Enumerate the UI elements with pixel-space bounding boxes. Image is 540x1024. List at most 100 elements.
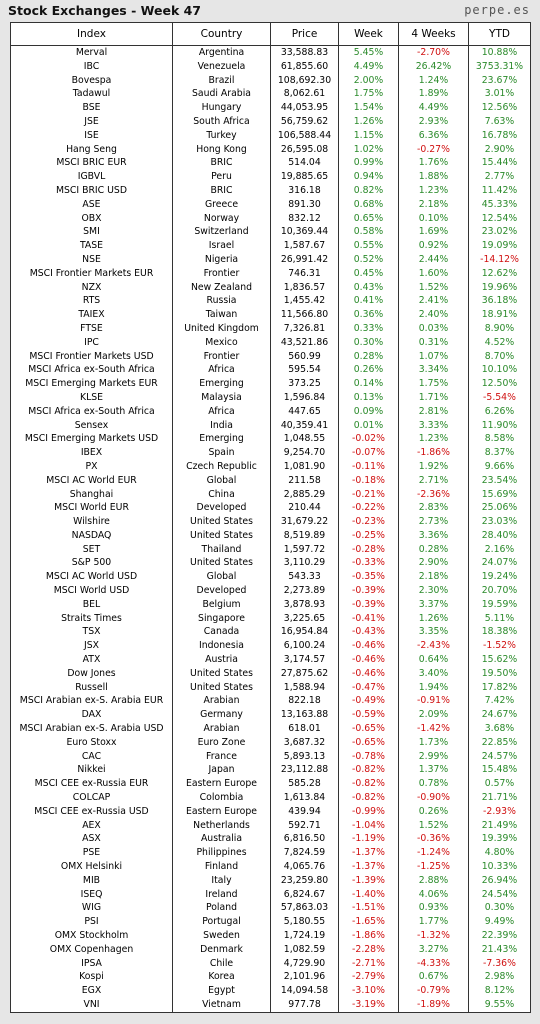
cell: Hungary [172,101,271,115]
table-row: FTSE United Kingdom 7,326.81 0.33% 0.03% 8.90… [10,321,531,336]
cell: 3.40% [398,666,469,681]
cell: 11.90% [468,418,531,433]
table-row: MIB Italy 23,259.80 -1.39% 2.88% 26.94% [10,873,531,888]
cell: 4,729.90 [270,956,339,971]
cell: 0.99% [338,156,399,171]
cell: 3,174.57 [270,653,339,667]
cell: -0.41% [338,611,399,626]
cell: MSCI BRIC USD [10,183,173,198]
cell: 0.43% [338,280,399,295]
cell: Israel [172,239,271,253]
table-row: MSCI Arabian ex-S. Arabia USD Arabian 618.… [10,722,531,736]
cell: MSCI BRIC EUR [10,156,173,171]
table-row: ASX Australia 6,816.50 -1.19% -0.36% 19.39% [10,832,531,847]
cell: Shanghai [10,487,173,502]
cell: 15.62% [468,653,531,667]
cell: WIG [10,901,173,916]
cell: 21.43% [468,942,531,957]
cell: 3.27% [398,942,469,957]
cell: Africa [172,363,271,378]
cell: MSCI AC World EUR [10,473,173,488]
cell: 2.81% [398,404,469,419]
table-row: JSX Indonesia 6,100.24 -0.46% -2.43% -1.52% [10,639,531,654]
cell: -0.79% [398,984,469,998]
cell: Sweden [172,929,271,943]
cell: MSCI CEE ex-Russia EUR [10,777,173,792]
table-row: CAC France 5,893.13 -0.78% 2.99% 24.57% [10,749,531,764]
cell: Russia [172,294,271,309]
cell: United States [172,515,271,529]
cell: -0.39% [338,584,399,598]
cell: -0.36% [398,832,469,847]
cell: 10.10% [468,363,531,378]
cell: ISEQ [10,887,173,902]
cell: 26,991.42 [270,252,339,267]
cell: -3.19% [338,997,399,1013]
cell: 1.52% [398,818,469,833]
cell: 1.60% [398,266,469,281]
column-header: Index [10,22,173,46]
cell: Indonesia [172,639,271,654]
cell: Korea [172,970,271,985]
cell: 10,369.44 [270,225,339,240]
cell: -1.04% [338,818,399,833]
cell: -0.82% [338,777,399,792]
cell: Global [172,570,271,585]
cell: Vietnam [172,997,271,1013]
cell: -1.37% [338,860,399,874]
cell: 1.26% [338,114,399,129]
cell: 2,273.89 [270,584,339,598]
cell: 832.12 [270,211,339,226]
cell: 0.26% [338,363,399,378]
table-row: IBC Venezuela 61,855.60 4.49% 26.42% 3753.31% [10,59,531,74]
cell: 1.75% [338,87,399,102]
cell: 1.88% [398,170,469,184]
cell: PX [10,459,173,474]
cell: 2,885.29 [270,487,339,502]
cell: 23,112.88 [270,763,339,778]
cell: Eastern Europe [172,777,271,792]
cell: -1.89% [398,997,469,1013]
cell: -0.22% [338,501,399,516]
cell: Straits Times [10,611,173,626]
cell: VNI [10,997,173,1013]
cell: Venezuela [172,59,271,74]
cell: 3,687.32 [270,735,339,750]
table-row: BSE Hungary 44,053.95 1.54% 4.49% 12.56% [10,101,531,115]
table-row: ISEQ Ireland 6,824.67 -1.40% 4.06% 24.54% [10,887,531,902]
cell: 8,062.61 [270,87,339,102]
cell: 2.88% [398,873,469,888]
cell: 0.64% [398,653,469,667]
cell: 2.09% [398,708,469,723]
cell: 373.25 [270,377,339,391]
table-row: Russell United States 1,588.94 -0.47% 1.94% 1… [10,680,531,695]
cell: -0.35% [338,570,399,585]
cell: 595.54 [270,363,339,378]
cell: 1,048.55 [270,432,339,447]
table-row: JSE South Africa 56,759.62 1.26% 2.93% 7.63% [10,114,531,129]
cell: 1.54% [338,101,399,115]
cell: 4.49% [398,101,469,115]
cell: 10.88% [468,45,531,60]
table-row: IBEX Spain 9,254.70 -0.07% -1.86% 8.37% [10,446,531,460]
cell: 3.37% [398,597,469,612]
cell: -0.28% [338,542,399,557]
cell: 1.37% [398,763,469,778]
cell: MSCI Frontier Markets USD [10,349,173,364]
cell: United States [172,556,271,571]
cell: 1,724.19 [270,929,339,943]
table-row: OBX Norway 832.12 0.65% 0.10% 12.54% [10,211,531,226]
cell: 1,596.84 [270,390,339,405]
cell: MSCI AC World USD [10,570,173,585]
cell: 7,824.59 [270,846,339,861]
cell: Arabian [172,694,271,709]
cell: 0.93% [398,901,469,916]
cell: 1.89% [398,87,469,102]
cell: -0.11% [338,459,399,474]
table-row: NZX New Zealand 1,836.57 0.43% 1.52% 19.96% [10,280,531,295]
cell: 6,100.24 [270,639,339,654]
cell: Developed [172,501,271,516]
cell: Colombia [172,791,271,805]
cell: 16,954.84 [270,625,339,640]
table-row: MSCI CEE ex-Russia USD Eastern Europe 439.… [10,804,531,819]
